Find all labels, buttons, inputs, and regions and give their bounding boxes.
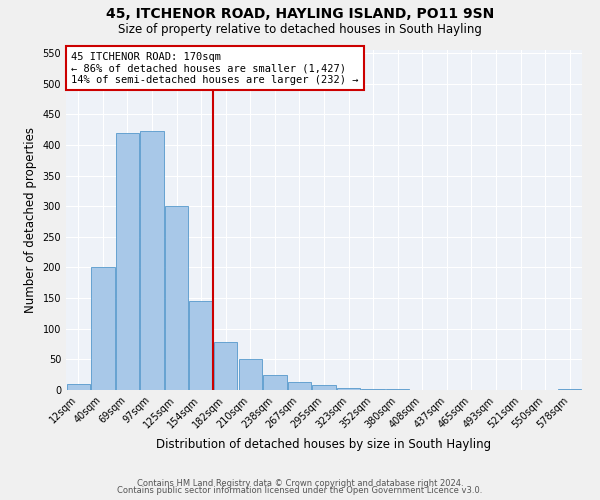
Bar <box>214 342 238 390</box>
Text: 45, ITCHENOR ROAD, HAYLING ISLAND, PO11 9SN: 45, ITCHENOR ROAD, HAYLING ISLAND, PO11 … <box>106 8 494 22</box>
Bar <box>361 389 385 390</box>
Bar <box>288 382 311 390</box>
Text: Contains HM Land Registry data © Crown copyright and database right 2024.: Contains HM Land Registry data © Crown c… <box>137 478 463 488</box>
Bar <box>116 132 139 390</box>
Bar <box>239 360 262 390</box>
Text: Size of property relative to detached houses in South Hayling: Size of property relative to detached ho… <box>118 22 482 36</box>
Bar <box>190 301 213 390</box>
Bar <box>165 206 188 390</box>
Bar <box>263 374 287 390</box>
Y-axis label: Number of detached properties: Number of detached properties <box>24 127 37 313</box>
Text: 45 ITCHENOR ROAD: 170sqm
← 86% of detached houses are smaller (1,427)
14% of sem: 45 ITCHENOR ROAD: 170sqm ← 86% of detach… <box>71 52 359 85</box>
X-axis label: Distribution of detached houses by size in South Hayling: Distribution of detached houses by size … <box>157 438 491 451</box>
Bar <box>140 132 164 390</box>
Bar <box>558 389 581 390</box>
Bar <box>337 388 360 390</box>
Bar <box>91 268 115 390</box>
Bar <box>67 384 90 390</box>
Bar <box>386 389 409 390</box>
Bar <box>313 385 335 390</box>
Text: Contains public sector information licensed under the Open Government Licence v3: Contains public sector information licen… <box>118 486 482 495</box>
